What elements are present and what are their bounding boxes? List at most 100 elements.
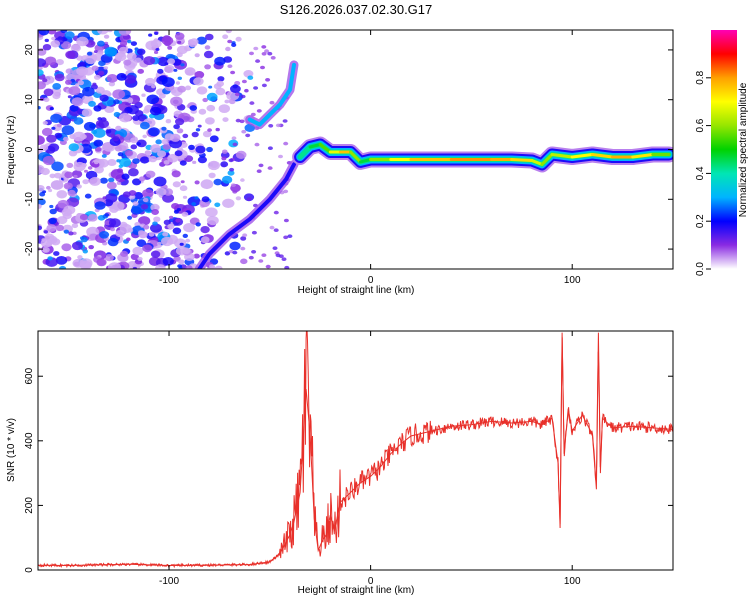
- spectrogram-noise-blob: [68, 86, 81, 96]
- spectrogram-noise-blob: [77, 255, 83, 260]
- spectrogram-noise-blob: [76, 184, 82, 189]
- spectrogram-noise-blob: [112, 136, 120, 142]
- spectrogram-noise-blob: [150, 223, 162, 233]
- spectrogram-noise-blob: [116, 159, 121, 163]
- spectrogram-x-tick-label: -100: [159, 275, 179, 286]
- spectrogram-noise-blob: [208, 172, 216, 179]
- spectrogram-noise-blob: [39, 97, 45, 101]
- colorbar-tick-label: 0.4: [695, 166, 706, 180]
- spectrogram-noise-blob: [245, 133, 251, 138]
- spectrogram-noise-blob: [200, 179, 214, 190]
- spectrogram-noise-blob: [42, 78, 48, 83]
- spectrogram-noise-blob: [174, 150, 183, 157]
- spectrogram-noise-blob: [42, 246, 50, 253]
- spectrogram-noise-blob: [269, 225, 275, 230]
- spectrogram-ridge-core: [349, 150, 362, 164]
- spectrogram-noise-blob: [55, 256, 68, 265]
- spectrogram-noise-blob: [206, 92, 218, 102]
- spectrogram-noise-blob: [227, 64, 233, 68]
- spectrogram-noise-blob: [273, 210, 279, 215]
- spectrogram-noise-blob: [140, 121, 150, 130]
- spectrogram-noise-blob: [171, 170, 181, 178]
- spectrogram-noise-blob: [47, 256, 53, 261]
- spectrogram-noise-blob: [214, 56, 226, 66]
- spectrogram-noise-blob: [179, 242, 184, 246]
- spectrogram-noise-blob: [208, 85, 213, 89]
- spectrogram-noise-blob: [143, 56, 156, 66]
- spectrogram-noise-blob: [268, 124, 274, 128]
- spectrogram-noise-blob: [127, 215, 133, 220]
- spectrogram-noise-blob: [200, 236, 210, 244]
- spectrogram-noise-blob: [230, 84, 241, 93]
- spectrogram-noise-blob: [132, 201, 139, 206]
- spectrogram-noise-blob: [64, 31, 75, 40]
- spectrogram-noise-blob: [127, 168, 139, 177]
- spectrogram-noise-blob: [52, 83, 62, 90]
- spectrogram-noise-blob: [110, 227, 116, 232]
- spectrogram-noise-blob: [120, 40, 128, 47]
- spectrogram-noise-blob: [269, 100, 275, 105]
- spectrogram-noise-blob: [193, 253, 200, 259]
- spectrogram-noise-blob: [249, 101, 255, 105]
- spectrogram-noise-blob: [137, 68, 144, 74]
- spectrogram-noise-blob: [108, 81, 116, 87]
- spectrogram-noise-blob: [175, 218, 181, 223]
- spectrogram-noise-blob: [97, 30, 109, 35]
- spectrogram-noise-blob: [49, 204, 54, 209]
- snr-y-tick-label: 0: [24, 567, 35, 573]
- spectrogram-noise-blob: [272, 246, 278, 250]
- spectrogram-noise-blob: [87, 214, 98, 222]
- spectrogram-noise-blob: [123, 59, 132, 66]
- spectrogram-noise-blob: [38, 185, 45, 192]
- spectrogram-noise-blob: [221, 175, 233, 184]
- spectrogram-noise-blob: [173, 255, 181, 262]
- spectrogram-noise-blob: [240, 246, 246, 251]
- spectrogram-noise-blob: [130, 144, 138, 150]
- spectrogram-noise-blob: [182, 233, 188, 238]
- spectrogram-noise-blob: [261, 52, 267, 56]
- spectrogram-noise-blob: [248, 255, 254, 260]
- spectrogram-noise-blob: [84, 169, 88, 173]
- spectrogram-x-tick-label: 100: [564, 275, 581, 286]
- spectrogram-noise-blob: [79, 61, 86, 66]
- spectrogram-noise-blob: [213, 178, 223, 186]
- colorbar-gradient: [711, 30, 737, 269]
- spectrogram-ridge-core: [540, 153, 554, 166]
- spectrogram-noise-blob: [264, 49, 270, 53]
- spectrogram-image: [38, 30, 673, 269]
- spectrogram-noise-blob: [54, 73, 65, 82]
- spectrogram-noise-blob: [91, 65, 99, 71]
- spectrogram-noise-blob: [273, 228, 279, 232]
- spectrogram-noise-blob: [155, 264, 166, 269]
- spectrogram-y-tick-label: 10: [24, 94, 35, 106]
- spectrogram-noise-blob: [287, 234, 293, 238]
- spectrogram-noise-blob: [232, 142, 238, 147]
- spectrogram-noise-blob: [145, 170, 156, 178]
- spectrogram-noise-blob: [150, 203, 160, 211]
- spectrogram-noise-blob: [68, 231, 74, 236]
- spectrogram-noise-blob: [43, 97, 50, 103]
- spectrogram-noise-blob: [143, 224, 150, 230]
- spectrogram-noise-blob: [207, 160, 220, 171]
- spectrogram-noise-blob: [65, 79, 72, 85]
- spectrogram-noise-blob: [191, 131, 199, 138]
- spectrogram-ridge-core: [359, 158, 373, 164]
- spectrogram-noise-blob: [126, 52, 137, 61]
- spectrogram-noise-blob: [275, 253, 281, 258]
- spectrogram-noise-blob: [242, 233, 248, 237]
- spectrogram-noise-blob: [72, 241, 83, 251]
- snr-plot-area: [38, 331, 673, 569]
- spectrogram-noise-blob: [46, 185, 51, 190]
- spectrogram-noise-blob: [177, 85, 187, 93]
- spectrogram-noise-blob: [230, 70, 236, 75]
- spectrogram-noise-blob: [99, 94, 109, 102]
- spectrogram-noise-blob: [148, 33, 153, 37]
- spectrogram-noise-blob: [87, 51, 93, 56]
- spectrogram-noise-blob: [90, 84, 98, 90]
- spectrogram-noise-blob: [79, 133, 87, 140]
- spectrogram-noise-blob: [104, 46, 118, 57]
- spectrogram-noise-blob: [250, 112, 256, 117]
- spectrogram-noise-blob: [196, 36, 207, 45]
- spectrogram-noise-blob: [46, 134, 57, 143]
- spectrogram-noise-blob: [188, 144, 195, 150]
